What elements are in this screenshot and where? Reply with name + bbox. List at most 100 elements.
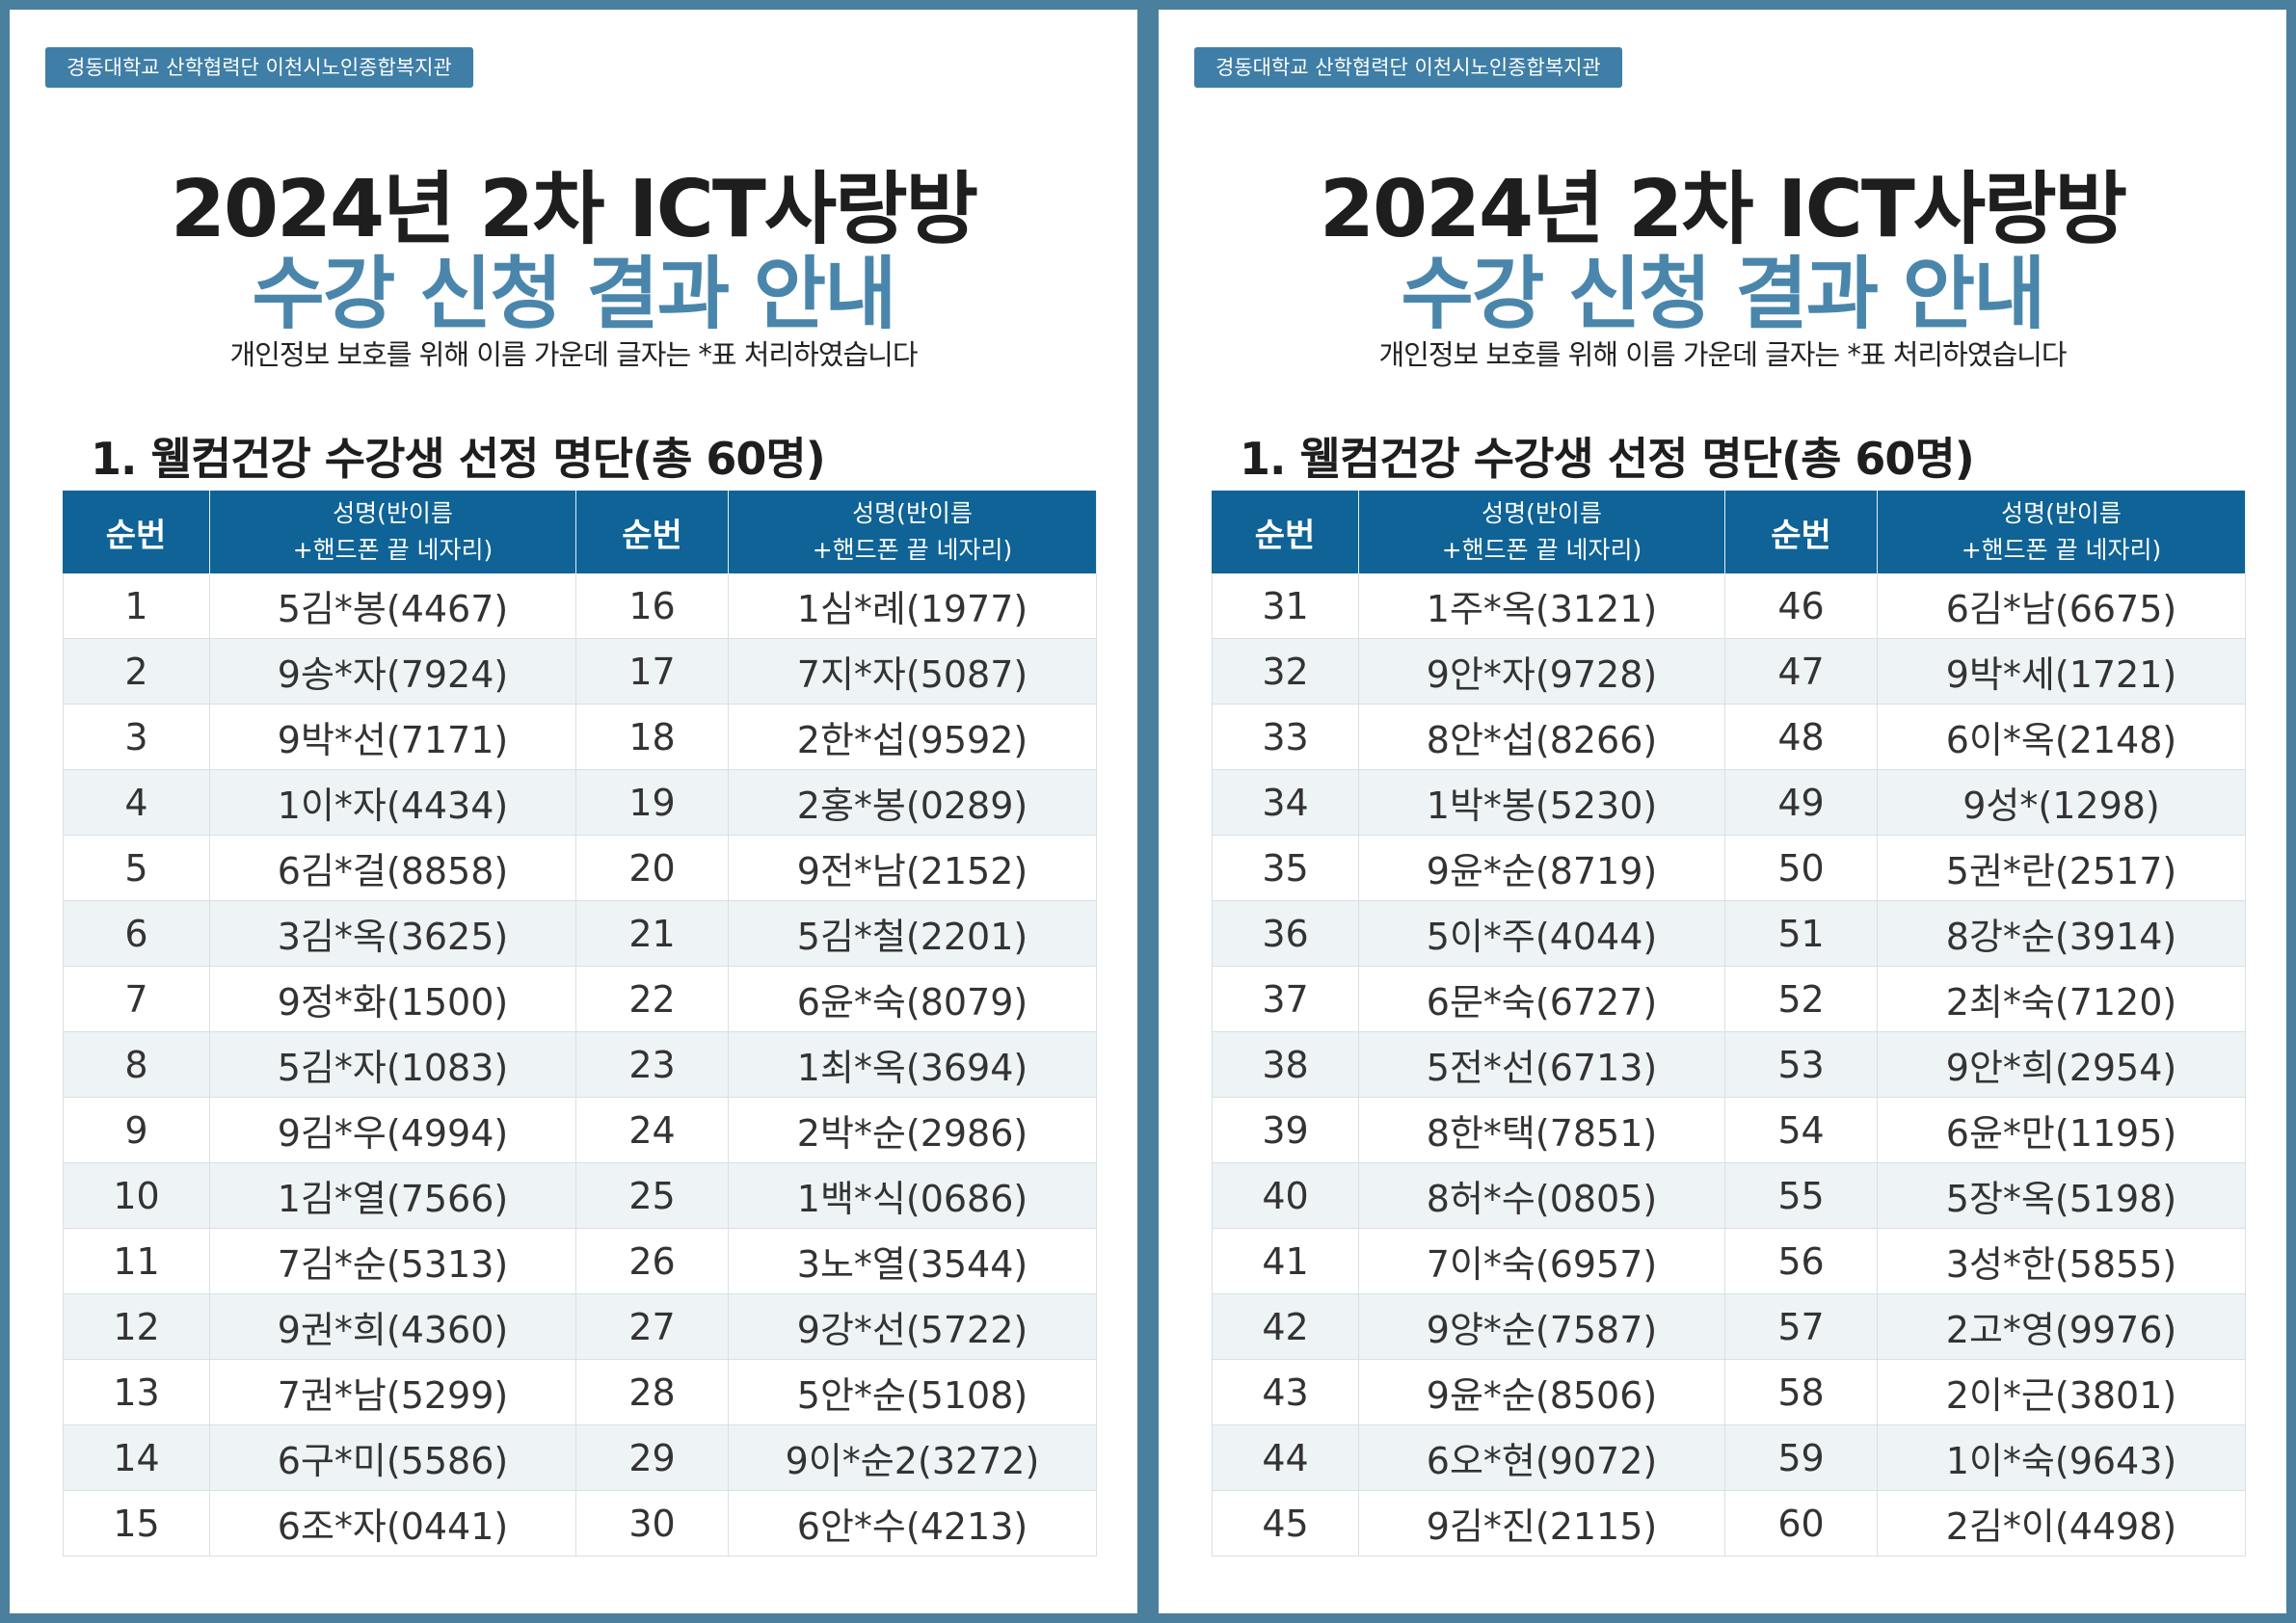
number-cell: 2: [63, 639, 210, 705]
name-cell: 2박*순(2986): [729, 1098, 1097, 1163]
name-cell: 5김*자(1083): [210, 1032, 576, 1098]
header-cell: 순번: [1212, 491, 1359, 573]
number-cell: 19: [576, 770, 729, 836]
badge: 경동대학교 산학협력단 이천시노인종합복지관: [45, 47, 473, 88]
name-cell: 2이*근(3801): [1878, 1360, 2246, 1425]
header-text: 성명(반이름: [333, 499, 453, 527]
table: 순번 성명(반이름 +핸드폰 끝 네자리) 순번 성명(반이름 +핸드폰 끝 네자리) 31…: [1212, 491, 2246, 1556]
name-cell: 6이*옥(2148): [1878, 705, 2246, 770]
number-cell: 51: [1725, 901, 1878, 967]
number-cell: 40: [1212, 1163, 1359, 1229]
number-cell: 22: [576, 967, 729, 1032]
number-cell: 20: [576, 836, 729, 901]
name-cell: 9전*남(2152): [729, 836, 1097, 901]
number-cell: 4: [63, 770, 210, 836]
header-text: 성명(반이름: [1482, 499, 1602, 527]
name-cell: 6김*걸(8858): [210, 836, 576, 901]
name-cell: 6조*자(0441): [210, 1491, 576, 1556]
name-cell: 2홍*봉(0289): [729, 770, 1097, 836]
number-cell: 11: [63, 1229, 210, 1294]
number-cell: 47: [1725, 639, 1878, 705]
title-line: 2024년 2차 ICT사랑방: [1319, 164, 2127, 255]
name-cell: 1주*옥(3121): [1359, 573, 1725, 639]
number-cell: 32: [1212, 639, 1359, 705]
number-cell: 57: [1725, 1294, 1878, 1360]
badge: 경동대학교 산학협력단 이천시노인종합복지관: [1194, 47, 1622, 88]
number-cell: 39: [1212, 1098, 1359, 1163]
number-cell: 8: [63, 1032, 210, 1098]
number-cell: 12: [63, 1294, 210, 1360]
number-cell: 16: [576, 573, 729, 639]
name-cell: 1이*숙(9643): [1878, 1425, 2246, 1491]
number-cell: 15: [63, 1491, 210, 1556]
name-cell: 9강*선(5722): [729, 1294, 1097, 1360]
header-cell: 성명(반이름 +핸드폰 끝 네자리): [729, 491, 1097, 573]
title-line: 수강 신청 결과 안내: [252, 249, 896, 340]
name-cell: 2최*숙(7120): [1878, 967, 2246, 1032]
header-text: +핸드폰 끝 네자리): [812, 536, 1013, 564]
header-cell: 순번: [576, 491, 729, 573]
name-cell: 1박*봉(5230): [1359, 770, 1725, 836]
number-cell: 3: [63, 705, 210, 770]
number-cell: 34: [1212, 770, 1359, 836]
number-cell: 6: [63, 901, 210, 967]
number-cell: 38: [1212, 1032, 1359, 1098]
name-cell: 8허*수(0805): [1359, 1163, 1725, 1229]
number-cell: 49: [1725, 770, 1878, 836]
number-cell: 26: [576, 1229, 729, 1294]
table: 순번 성명(반이름 +핸드폰 끝 네자리) 순번 성명(반이름 +핸드폰 끝 네자리) 1 5…: [63, 491, 1097, 1556]
title-line: 수강 신청 결과 안내: [1401, 249, 2045, 340]
name-cell: 5김*철(2201): [729, 901, 1097, 967]
number-cell: 21: [576, 901, 729, 967]
name-cell: 9윤*순(8506): [1359, 1360, 1725, 1425]
name-cell: 9윤*순(8719): [1359, 836, 1725, 901]
name-cell: 2고*영(9976): [1878, 1294, 2246, 1360]
header-cell: 성명(반이름 +핸드폰 끝 네자리): [1359, 491, 1725, 573]
name-cell: 2한*섭(9592): [729, 705, 1097, 770]
page: 경동대학교 산학협력단 이천시노인종합복지관 2024년 2차 ICT사랑방 수강 …: [10, 10, 1137, 1613]
name-cell: 5권*란(2517): [1878, 836, 2246, 901]
number-cell: 13: [63, 1360, 210, 1425]
number-cell: 23: [576, 1032, 729, 1098]
name-cell: 5이*주(4044): [1359, 901, 1725, 967]
name-cell: 6윤*만(1195): [1878, 1098, 2246, 1163]
name-cell: 9안*희(2954): [1878, 1032, 2246, 1098]
header-text: +핸드폰 끝 네자리): [292, 536, 494, 564]
name-cell: 9박*선(7171): [210, 705, 576, 770]
name-cell: 1이*자(4434): [210, 770, 576, 836]
number-cell: 60: [1725, 1491, 1878, 1556]
name-cell: 7지*자(5087): [729, 639, 1097, 705]
name-cell: 8안*섭(8266): [1359, 705, 1725, 770]
number-cell: 35: [1212, 836, 1359, 901]
number-cell: 28: [576, 1360, 729, 1425]
name-cell: 6안*수(4213): [729, 1491, 1097, 1556]
number-cell: 33: [1212, 705, 1359, 770]
name-cell: 9김*우(4994): [210, 1098, 576, 1163]
number-cell: 54: [1725, 1098, 1878, 1163]
name-cell: 1백*식(0686): [729, 1163, 1097, 1229]
number-cell: 52: [1725, 967, 1878, 1032]
number-cell: 36: [1212, 901, 1359, 967]
header-cell: 순번: [1725, 491, 1878, 573]
section-heading: 1. 웰컴건강 수강생 선정 명단(총 60명): [91, 433, 826, 485]
name-cell: 9박*세(1721): [1878, 639, 2246, 705]
name-cell: 7권*남(5299): [210, 1360, 576, 1425]
name-cell: 8한*택(7851): [1359, 1098, 1725, 1163]
header-cell: 성명(반이름 +핸드폰 끝 네자리): [210, 491, 576, 573]
header-cell: 순번: [63, 491, 210, 573]
number-cell: 43: [1212, 1360, 1359, 1425]
name-cell: 9송*자(7924): [210, 639, 576, 705]
header-text: 순번: [622, 516, 682, 555]
number-cell: 59: [1725, 1425, 1878, 1491]
header-text: +핸드폰 끝 네자리): [1441, 536, 1642, 564]
header-text: 순번: [105, 516, 167, 555]
note: 개인정보 보호를 위해 이름 가운데 글자는 *표 처리하였습니다: [1378, 338, 2067, 371]
name-cell: 6오*현(9072): [1359, 1425, 1725, 1491]
header-text: 순번: [1771, 516, 1831, 555]
number-cell: 10: [63, 1163, 210, 1229]
note: 개인정보 보호를 위해 이름 가운데 글자는 *표 처리하였습니다: [229, 338, 918, 371]
name-cell: 5전*선(6713): [1359, 1032, 1725, 1098]
header-text: +핸드폰 끝 네자리): [1961, 536, 2162, 564]
name-cell: 1최*옥(3694): [729, 1032, 1097, 1098]
